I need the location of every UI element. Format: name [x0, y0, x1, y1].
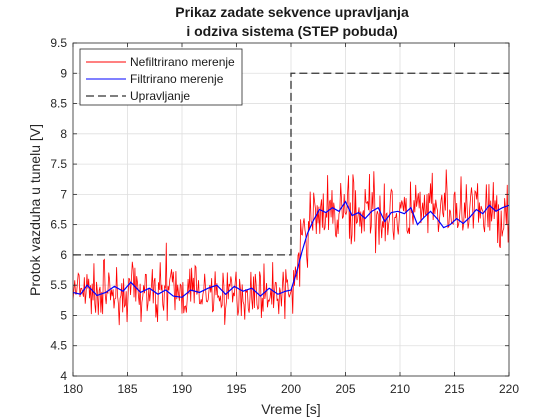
- x-tick-label: 180: [63, 382, 83, 396]
- y-axis-label: Protok vazduha u tunelu [V]: [27, 124, 43, 296]
- y-tick-label: 5.5: [50, 278, 67, 292]
- y-tick-label: 7.5: [50, 157, 67, 171]
- chart-title-line-1: Prikaz zadate sekvence upravljanja: [175, 4, 409, 20]
- y-tick-label: 9: [60, 66, 67, 80]
- y-tick-label: 8: [60, 127, 67, 141]
- series-filtrirano-merenje: [73, 200, 509, 298]
- legend-label-upravljanje: Upravljanje: [130, 89, 190, 103]
- plot-series-group: [73, 72, 509, 326]
- x-tick-label: 220: [499, 382, 519, 396]
- y-tick-label: 6: [60, 248, 67, 262]
- x-tick-label: 215: [444, 382, 464, 396]
- series-nefiltrirano-merenje: [73, 169, 509, 326]
- y-tick-label: 9.5: [50, 36, 67, 50]
- x-tick-label: 200: [281, 382, 301, 396]
- legend-label-filtrirano: Filtrirano merenje: [130, 72, 224, 86]
- x-axis-label: Vreme [s]: [261, 401, 320, 417]
- legend-box: [79, 48, 243, 106]
- x-tick-label: 205: [335, 382, 355, 396]
- y-tick-label: 6.5: [50, 218, 67, 232]
- legend: Nefiltrirano merenje Filtrirano merenje …: [79, 48, 243, 106]
- legend-label-nefiltrirano: Nefiltrirano merenje: [130, 55, 235, 69]
- x-tick-label: 185: [117, 382, 137, 396]
- y-axis-ticks: 4 4.5 5 5.5 6 6.5 7 7.5 8 8.5 9 9.5: [50, 36, 509, 383]
- y-tick-label: 4: [60, 369, 67, 383]
- y-tick-label: 8.5: [50, 97, 67, 111]
- y-tick-label: 7: [60, 187, 67, 201]
- x-tick-label: 195: [226, 382, 246, 396]
- chart-title-line-2: i odziva sistema (STEP pobuda): [186, 23, 397, 39]
- y-tick-label: 5: [60, 308, 67, 322]
- y-tick-label: 4.5: [50, 339, 67, 353]
- x-tick-label: 190: [172, 382, 192, 396]
- x-tick-label: 210: [390, 382, 410, 396]
- x-axis-ticks: 180 185 190 195 200 205 210 215 220: [63, 43, 519, 396]
- series-upravljanje: [73, 72, 509, 256]
